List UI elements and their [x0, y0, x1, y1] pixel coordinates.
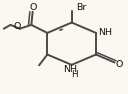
Text: O: O [115, 60, 123, 69]
Text: O: O [29, 3, 37, 13]
Text: O: O [14, 22, 21, 31]
Text: NH: NH [63, 65, 77, 74]
Text: NH: NH [99, 28, 113, 37]
Text: H: H [71, 70, 78, 79]
Text: Br: Br [76, 3, 87, 12]
